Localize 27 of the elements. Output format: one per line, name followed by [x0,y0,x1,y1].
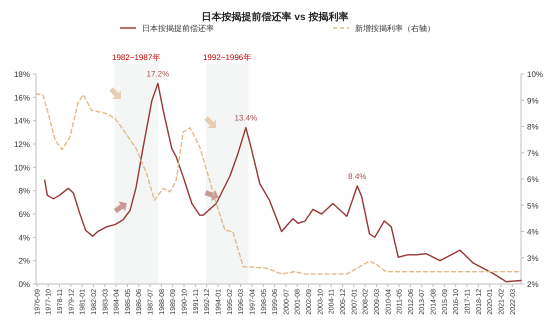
legend-label: 日本按揭提前偿还率 [142,24,214,33]
legend-label: 新增按揭利率（右轴） [355,24,435,33]
band-label: 1982~1987年 [112,53,160,62]
y2-tick-label: 10% [527,70,544,79]
y2-tick-label: 3% [527,254,539,263]
y2-tick-label: 4% [527,228,539,236]
band-label: 1992~1996年 [202,53,252,62]
y2-tick-label: 7% [527,148,539,158]
y-tick-label: 0% [18,280,30,289]
chart-title: 日本按揭提前偿还率 vs 按揭利率 [202,11,348,23]
y-tick-label: 18% [14,70,30,79]
y2-tick-label: 5% [527,201,539,210]
y-tick-label: 16% [14,93,30,102]
y2-tick-label: 2% [527,280,539,289]
y-tick-label: 2% [18,256,30,266]
y-tick-label: 12% [14,140,30,149]
y-tick-label: 4% [18,233,30,242]
y2-tick-label: 8% [527,122,539,132]
annotation: 8.4% [348,172,366,181]
annotation: 13.4% [234,114,258,123]
y-tick-label: 14% [14,116,30,126]
y-tick-label: 10% [14,163,30,172]
annotation: 17.2% [146,69,170,78]
y-tick-label: 6% [18,210,30,219]
y2-tick-label: 6% [527,175,539,184]
y-tick-label: 8% [18,186,30,196]
y2-tick-label: 9% [527,96,539,106]
